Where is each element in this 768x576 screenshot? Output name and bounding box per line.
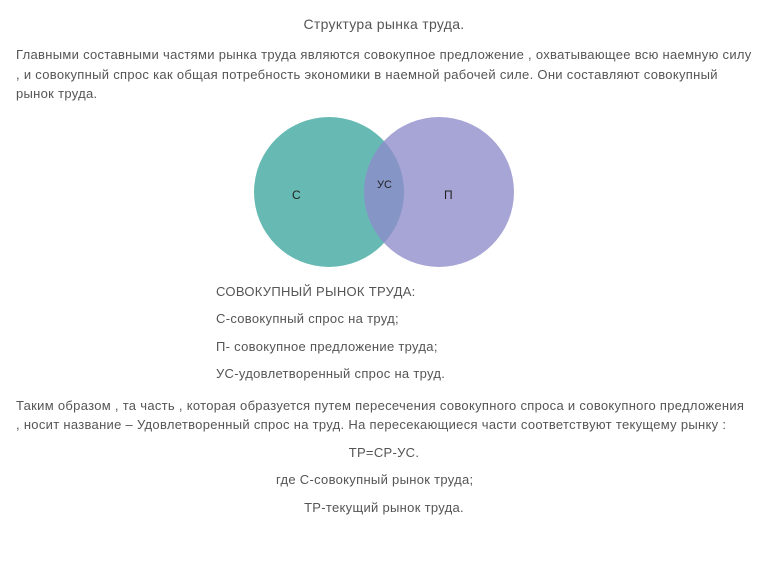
legend-block: СОВОКУПНЫЙ РЫНОК ТРУДА: С-совокупный спр… xyxy=(216,282,752,384)
formula: ТР=СР-УС. xyxy=(16,443,752,463)
legend-heading: СОВОКУПНЫЙ РЫНОК ТРУДА: xyxy=(216,282,752,302)
venn-container: С УС П xyxy=(16,112,752,272)
venn-label-c: С xyxy=(292,186,301,204)
legend-item: УС-удовлетворенный спрос на труд. xyxy=(216,364,752,384)
legend-item: С-совокупный спрос на труд; xyxy=(216,309,752,329)
venn-label-us: УС xyxy=(377,177,392,194)
venn-label-p: П xyxy=(444,186,453,204)
venn-diagram: С УС П xyxy=(224,112,544,272)
conclusion-paragraph: Таким образом , та часть , которая образ… xyxy=(16,396,752,435)
legend-item: П- совокупное предложение труда; xyxy=(216,337,752,357)
page-title: Структура рынка труда. xyxy=(16,14,752,35)
where-line: где С-совокупный рынок труда; xyxy=(276,470,752,490)
tr-line: ТР-текущий рынок труда. xyxy=(16,498,752,518)
intro-paragraph: Главными составными частями рынка труда … xyxy=(16,45,752,104)
